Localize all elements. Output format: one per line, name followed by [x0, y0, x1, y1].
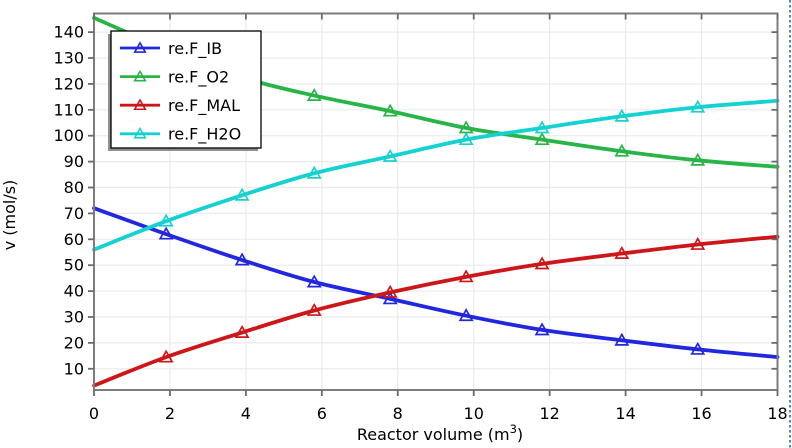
series-marker-re-f-h2o [458, 132, 474, 146]
legend-label: re.F_IB [168, 39, 222, 59]
series-marker-re-f-mal [158, 349, 174, 363]
y-tick-label: 120 [53, 74, 84, 93]
y-tick-label: 20 [64, 333, 84, 352]
series-marker-re-f-ib [234, 252, 250, 266]
grid-lines [94, 13, 778, 390]
series-marker-re-f-mal [306, 302, 322, 316]
y-axis-title: v (mol/s) [0, 180, 19, 251]
series-marker-re-f-h2o [382, 148, 398, 162]
x-tick-label: 16 [691, 404, 711, 423]
plot-frame [93, 12, 779, 391]
legend-marker [133, 69, 147, 82]
y-tick-label: 80 [64, 178, 84, 197]
series-line-re-f-mal [92, 234, 780, 388]
y-tick-label: 30 [64, 307, 84, 326]
axis-ticks [88, 13, 779, 396]
y-tick-label: 100 [53, 126, 84, 145]
plot-border [93, 12, 779, 391]
pane-divider[interactable] [789, 0, 791, 448]
legend-item-re-f-ib: re.F_IB [120, 39, 222, 59]
legend-label: re.F_MAL [168, 96, 240, 116]
legend-marker [133, 127, 147, 139]
y-tick-label: 40 [64, 282, 84, 301]
series-marker-re-f-mal [234, 324, 250, 338]
y-tick-label: 90 [64, 152, 84, 171]
series-marker-re-f-o2 [534, 132, 550, 146]
series-marker-re-f-h2o [158, 213, 174, 227]
series-marker-re-f-mal [382, 284, 398, 298]
series-marker-re-f-h2o [690, 99, 706, 113]
y-tick-label: 70 [64, 204, 84, 223]
y-tick-label: 140 [53, 23, 84, 42]
series-marker-re-f-ib [382, 291, 398, 305]
series-marker-re-f-h2o [234, 187, 250, 201]
series-marker-re-f-mal [690, 236, 706, 250]
x-tick-label: 12 [539, 404, 559, 423]
x-tick-label: 18 [767, 404, 787, 423]
series-re-f-mal [92, 234, 780, 388]
legend-item-re-f-mal: re.F_MAL [120, 96, 240, 116]
series-marker-re-f-o2 [306, 88, 322, 102]
series-marker-re-f-h2o [534, 120, 550, 134]
legend: re.F_IB re.F_O2 re.F_MAL re.F_H2O [108, 30, 262, 151]
y-tick-labels: 10 20 30 40 50 60 70 80 90 100 110 120 130 140 [53, 23, 84, 379]
series-marker-re-f-ib [306, 274, 322, 288]
axis-titles: v (mol/s) Reactor volume (m3) [0, 180, 523, 444]
series-marker-re-f-mal [614, 246, 630, 259]
series-line-re-f-h2o [92, 98, 780, 252]
x-tick-label: 8 [393, 404, 403, 423]
legend-item-re-f-h2o: re.F_H2O [120, 125, 241, 145]
legend-label: re.F_O2 [168, 67, 229, 87]
series-line-re-f-ib [92, 206, 780, 360]
legend-marker [133, 98, 147, 111]
y-tick-label: 10 [64, 359, 84, 378]
series-marker-re-f-o2 [614, 143, 630, 157]
series-marker-re-f-mal [534, 256, 550, 270]
legend-marker [133, 41, 147, 53]
series-marker-re-f-ib [690, 341, 706, 355]
x-axis-title: Reactor volume (m3) [357, 422, 523, 444]
series-re-f-h2o [92, 98, 780, 252]
y-tick-label: 50 [64, 256, 84, 275]
y-tick-label: 130 [53, 49, 84, 68]
series-marker-re-f-o2 [690, 152, 706, 166]
series-marker-re-f-mal [458, 269, 474, 283]
x-tick-label: 4 [241, 404, 251, 423]
x-tick-label: 0 [89, 404, 99, 423]
series-marker-re-f-o2 [382, 103, 398, 117]
legend-item-re-f-o2: re.F_O2 [120, 67, 229, 87]
x-tick-label: 2 [165, 404, 175, 423]
x-tick-labels: 0 2 4 6 8 10 12 14 16 18 [89, 404, 788, 423]
series-marker-re-f-h2o [306, 165, 322, 179]
series-marker-re-f-ib [158, 226, 174, 240]
x-tick-label: 6 [317, 404, 327, 423]
series-marker-re-f-h2o [614, 108, 630, 122]
x-tick-label: 10 [464, 404, 484, 423]
series-marker-re-f-ib [614, 332, 630, 346]
series-re-f-ib [92, 206, 780, 360]
y-tick-label: 110 [53, 100, 84, 119]
x-tick-label: 14 [615, 404, 635, 423]
series-marker-re-f-ib [534, 322, 550, 336]
y-tick-label: 60 [64, 230, 84, 249]
legend-label: re.F_H2O [168, 125, 241, 145]
series-marker-re-f-ib [458, 308, 474, 322]
